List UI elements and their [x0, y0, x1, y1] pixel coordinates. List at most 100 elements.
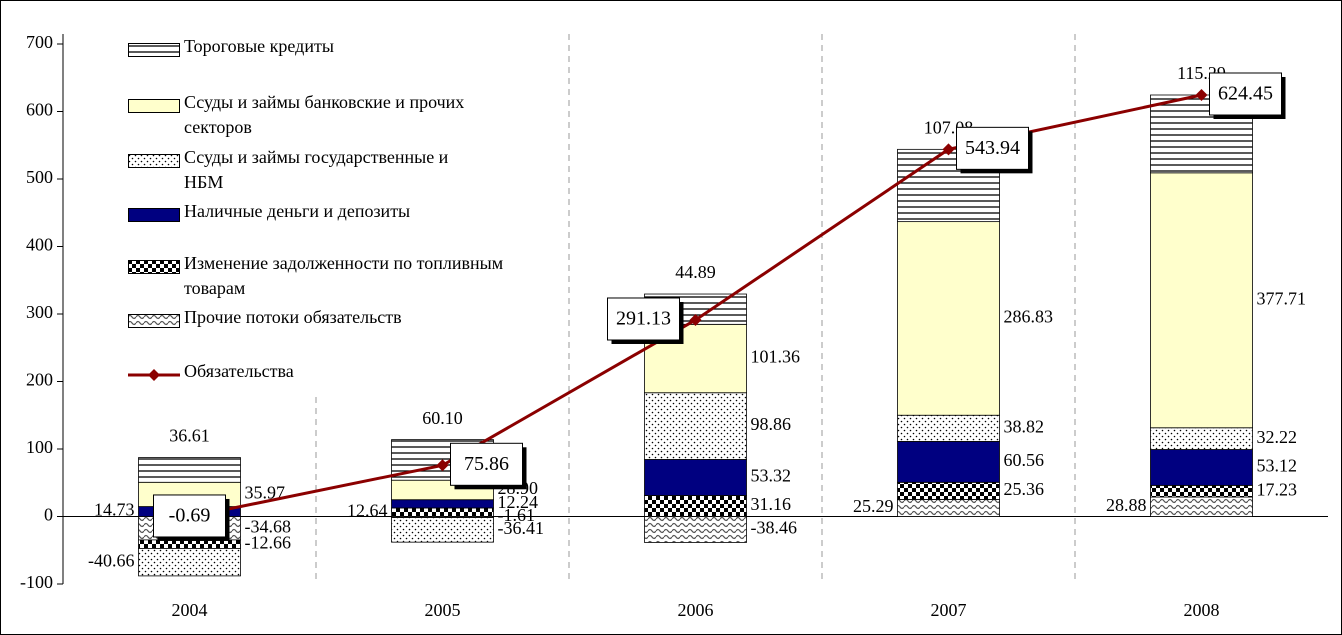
bar-segment: [391, 507, 494, 517]
line-marker: [689, 313, 702, 326]
legend-item: Наличные деньги и депозиты: [128, 199, 548, 224]
data-label: 14.73: [94, 500, 135, 520]
bar-segment: [897, 441, 1000, 483]
y-tick-label: 600: [26, 100, 53, 120]
data-label: -34.68: [245, 516, 292, 536]
data-label: 38.82: [1004, 416, 1045, 436]
data-label: 32.22: [1257, 427, 1298, 447]
legend-swatch: [128, 256, 180, 274]
y-tick-label: -100: [20, 572, 53, 592]
x-tick-label: 2006: [678, 600, 714, 620]
data-label: -40.66: [88, 550, 135, 570]
data-label: -12.66: [245, 532, 292, 552]
y-tick-label: 700: [26, 32, 53, 52]
x-tick-label: 2008: [1184, 600, 1220, 620]
data-label: -1.61: [498, 505, 536, 525]
bar-segment: [1150, 427, 1253, 450]
legend-label: Изменение задолженности по топливным тов…: [184, 253, 504, 298]
label-box: [450, 442, 523, 486]
data-label: 12.24: [498, 492, 539, 512]
label-box: [1209, 72, 1282, 116]
data-label: 25.29: [853, 496, 894, 516]
x-tick-label: 2007: [931, 600, 967, 620]
data-label: 28.88: [1106, 495, 1147, 515]
bar-segment: [138, 457, 241, 483]
legend-item: Ссуды и займы банковские и прочих сектор…: [128, 90, 548, 140]
data-label: -36.41: [498, 518, 545, 538]
line-marker: [1195, 88, 1208, 101]
legend-swatch: [128, 39, 180, 57]
line-label: 291.13: [616, 308, 671, 330]
bar-segment: [644, 516, 747, 543]
bar-segment: [391, 517, 494, 543]
legend-item: Ссуды и займы государственные и НБМ: [128, 145, 548, 195]
data-label: 60.10: [422, 408, 463, 428]
bar-segment: [897, 221, 1000, 416]
legend-label: Прочие потоки обязательств: [184, 307, 402, 327]
bar-segment: [138, 539, 241, 549]
x-tick-label: 2005: [425, 600, 461, 620]
y-tick-label: 300: [26, 302, 53, 322]
legend-item: Обязательства: [128, 359, 548, 384]
bar-segment: [644, 495, 747, 517]
line-label-box: -0.69: [153, 494, 230, 541]
bar-segment: [391, 499, 494, 509]
legend-label: Ссуды и займы государственные и НБМ: [184, 147, 449, 192]
line-label-box: 624.45: [1209, 72, 1286, 119]
bar-segment: [897, 414, 1000, 442]
bar-segment: [1150, 496, 1253, 517]
bar-segment: [897, 481, 1000, 500]
bar-segment: [644, 392, 747, 460]
line-label-box: 75.86: [450, 442, 527, 490]
y-tick-label: 0: [44, 505, 53, 525]
legend-label: Тороговые кредиты: [184, 36, 334, 56]
data-label: 286.83: [1004, 307, 1054, 327]
data-label: 12.64: [347, 500, 388, 520]
bar-segment: [897, 499, 1000, 517]
data-label: 35.97: [245, 483, 286, 503]
line-label: 75.86: [464, 453, 509, 475]
label-box: [607, 297, 680, 341]
y-tick-label: 100: [26, 437, 53, 457]
data-label: 36.61: [169, 426, 210, 446]
x-tick-label: 2004: [172, 600, 208, 620]
line-label: -0.69: [169, 505, 211, 527]
data-label: 377.71: [1257, 288, 1307, 308]
line-marker: [942, 143, 955, 156]
label-box: [956, 126, 1029, 170]
data-label: 31.16: [751, 494, 792, 514]
bar-segment: [1150, 172, 1253, 429]
legend-swatch: [128, 364, 180, 381]
data-label: 60.56: [1004, 450, 1045, 470]
bar-segment: [138, 548, 241, 577]
legend-label: Обязательства: [184, 361, 294, 381]
data-label: 53.32: [751, 466, 792, 486]
line-label: 543.94: [965, 137, 1020, 159]
y-tick-label: 400: [26, 235, 53, 255]
legend-swatch: [128, 95, 180, 113]
data-label: -38.46: [751, 518, 798, 538]
label-box: [153, 494, 226, 538]
y-tick-label: 500: [26, 167, 53, 187]
data-label: 98.86: [751, 414, 792, 434]
legend-swatch: [128, 310, 180, 328]
legend-item: Прочие потоки обязательств: [128, 305, 548, 330]
legend-label: Наличные деньги и депозиты: [184, 201, 411, 221]
legend-label: Ссуды и займы банковские и прочих сектор…: [184, 92, 465, 137]
bar-segment: [644, 459, 747, 496]
legend-swatch: [128, 150, 180, 168]
data-label: 25.36: [1004, 479, 1045, 499]
y-tick-label: 200: [26, 370, 53, 390]
legend-item: Изменение задолженности по топливным тов…: [128, 251, 548, 301]
bar-segment: [1150, 449, 1253, 486]
data-label: 101.36: [751, 347, 801, 367]
bar-segment: [1150, 484, 1253, 498]
data-label: 53.12: [1257, 456, 1298, 476]
legend-item: Тороговые кредиты: [128, 34, 548, 59]
legend-swatch: [128, 204, 180, 222]
line-label: 624.45: [1218, 83, 1273, 105]
line-label-box: 291.13: [607, 297, 684, 344]
line-label-box: 543.94: [956, 126, 1033, 174]
